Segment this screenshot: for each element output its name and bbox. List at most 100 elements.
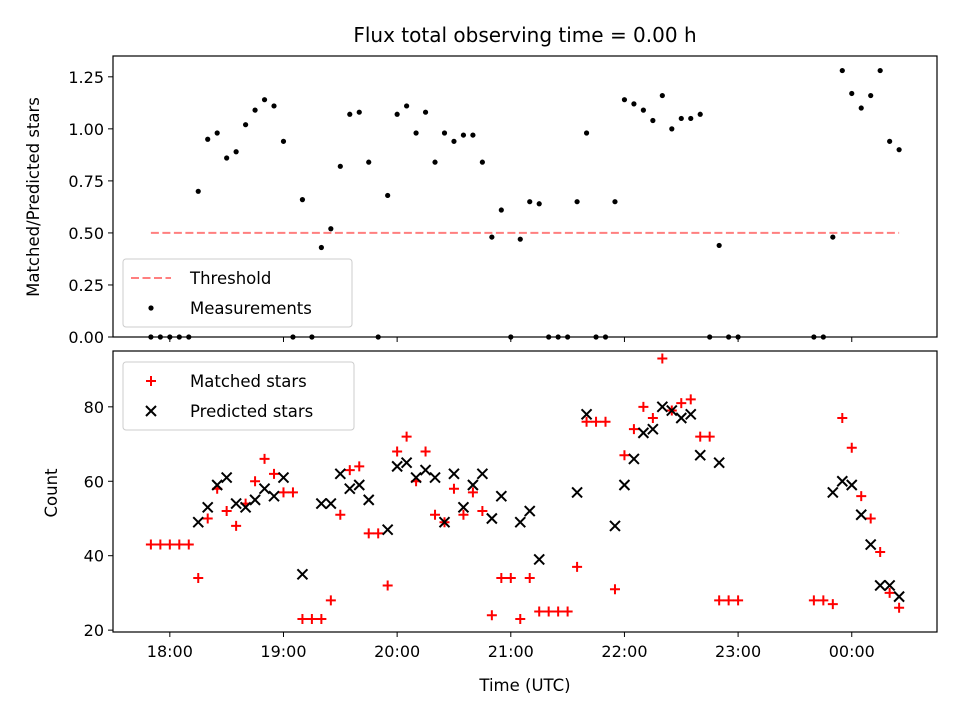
matched-stars-marker [865, 513, 876, 524]
predicted-stars-marker [883, 579, 896, 592]
predicted-stars-marker [609, 520, 621, 532]
top-legend: Threshold Measurements [122, 258, 353, 328]
measurement-point [299, 197, 306, 203]
matched-stars-marker [278, 487, 289, 498]
measurement-point [527, 199, 533, 205]
matched-stars-marker [515, 613, 526, 624]
chart-title: Flux total observing time = 0.00 h [353, 23, 696, 47]
matched-stars-marker [344, 465, 355, 476]
measurement-point [839, 67, 845, 74]
measurement-point [394, 111, 400, 117]
predicted-stars-marker [419, 464, 432, 476]
predicted-stars-marker [713, 456, 725, 469]
matched-stars-marker [609, 584, 620, 595]
measurement-point [252, 107, 258, 113]
matched-stars-marker [297, 613, 308, 624]
measurement-point [621, 97, 628, 103]
predicted-stars-marker [524, 505, 536, 517]
legend-box [122, 258, 353, 328]
matched-stars-marker [193, 573, 204, 584]
matched-stars-marker [837, 412, 848, 423]
matched-stars-marker [155, 539, 166, 550]
measurement-point [280, 138, 287, 144]
predicted-stars-marker [344, 483, 356, 495]
measurement-point [612, 199, 618, 205]
matched-stars-marker [486, 610, 497, 621]
measurement-point [896, 147, 902, 153]
predicted-stars-marker [202, 501, 214, 514]
measurement-point [830, 234, 836, 240]
matched-stars-marker [647, 412, 658, 423]
measurement-point [479, 159, 485, 165]
measurement-point [640, 107, 646, 113]
predicted-stars-marker [628, 453, 640, 465]
measurement-point [887, 138, 893, 144]
x-tick-label: 18:00 [147, 642, 193, 661]
predicted-stars-marker [353, 479, 365, 491]
predicted-stars-marker [315, 497, 328, 510]
predicted-stars-marker [381, 523, 394, 536]
measurement-point [328, 226, 334, 232]
x-axis-label: Time (UTC) [478, 676, 570, 695]
matched-stars-marker [695, 431, 706, 442]
measurement-point [498, 207, 504, 213]
legend-label: Matched stars [190, 372, 307, 391]
matched-stars-marker [382, 580, 393, 591]
legend-plus-swatch [146, 376, 156, 386]
predicted-stars-marker [457, 501, 470, 514]
predicted-stars-marker [192, 516, 204, 528]
measurement-point [318, 244, 324, 251]
matched-stars-marker [581, 416, 592, 427]
top-y-tick-label: 0.50 [68, 224, 104, 243]
top-y-tick-label: 0.00 [68, 328, 104, 347]
matched-stars-marker [250, 476, 261, 487]
matched-stars-marker [846, 442, 857, 453]
matched-stars-marker [505, 573, 516, 584]
matched-stars-marker [231, 520, 242, 531]
matched-stars-marker [373, 528, 384, 539]
predicted-stars-marker [666, 404, 678, 417]
predicted-stars-marker [675, 412, 687, 424]
measurement-point [356, 109, 362, 115]
matched-stars-marker [335, 509, 346, 520]
measurement-point [659, 92, 665, 99]
predicted-stars-marker [230, 497, 242, 510]
matched-stars-marker [808, 595, 819, 606]
matched-stars-marker [553, 606, 564, 617]
top-axes-frame [112, 55, 938, 338]
predicted-stars-marker [211, 479, 223, 491]
matched-stars-marker [619, 450, 630, 461]
predicted-stars-marker [836, 475, 848, 487]
measurement-point [366, 159, 372, 165]
x-series [192, 401, 905, 603]
measurement-point [195, 188, 201, 194]
matched-stars-marker [572, 561, 583, 572]
predicted-stars-marker [656, 401, 669, 413]
top-plot-area: 0.00 0.25 0.50 0.75 1.00 1.25 Threshold Measure… [68, 55, 938, 347]
measurement-point [337, 163, 343, 169]
matched-stars-marker [875, 546, 886, 557]
predicted-stars-marker [514, 516, 526, 528]
matched-stars-marker [894, 602, 905, 613]
predicted-stars-marker [893, 590, 905, 603]
matched-stars-marker [496, 573, 507, 584]
matched-stars-marker [174, 539, 185, 550]
bottom-y-tick-label: 60 [84, 472, 104, 491]
predicted-stars-marker [618, 479, 631, 491]
legend-box [122, 361, 355, 431]
matched-stars-marker [477, 506, 488, 517]
legend-dot-swatch [148, 305, 154, 311]
measurement-point [849, 90, 855, 97]
measurement-point [224, 155, 230, 161]
measurement-point [688, 115, 694, 122]
bottom-y-tick-label: 20 [84, 621, 104, 640]
matched-stars-marker [202, 513, 213, 524]
measurement-point [451, 138, 457, 144]
predicted-stars-marker [429, 471, 441, 484]
matched-stars-marker [164, 539, 175, 550]
predicted-stars-marker [864, 538, 877, 551]
matched-stars-marker [704, 431, 715, 442]
x-tick-label: 19:00 [260, 642, 306, 661]
x-tick-label: 21:00 [488, 642, 534, 661]
